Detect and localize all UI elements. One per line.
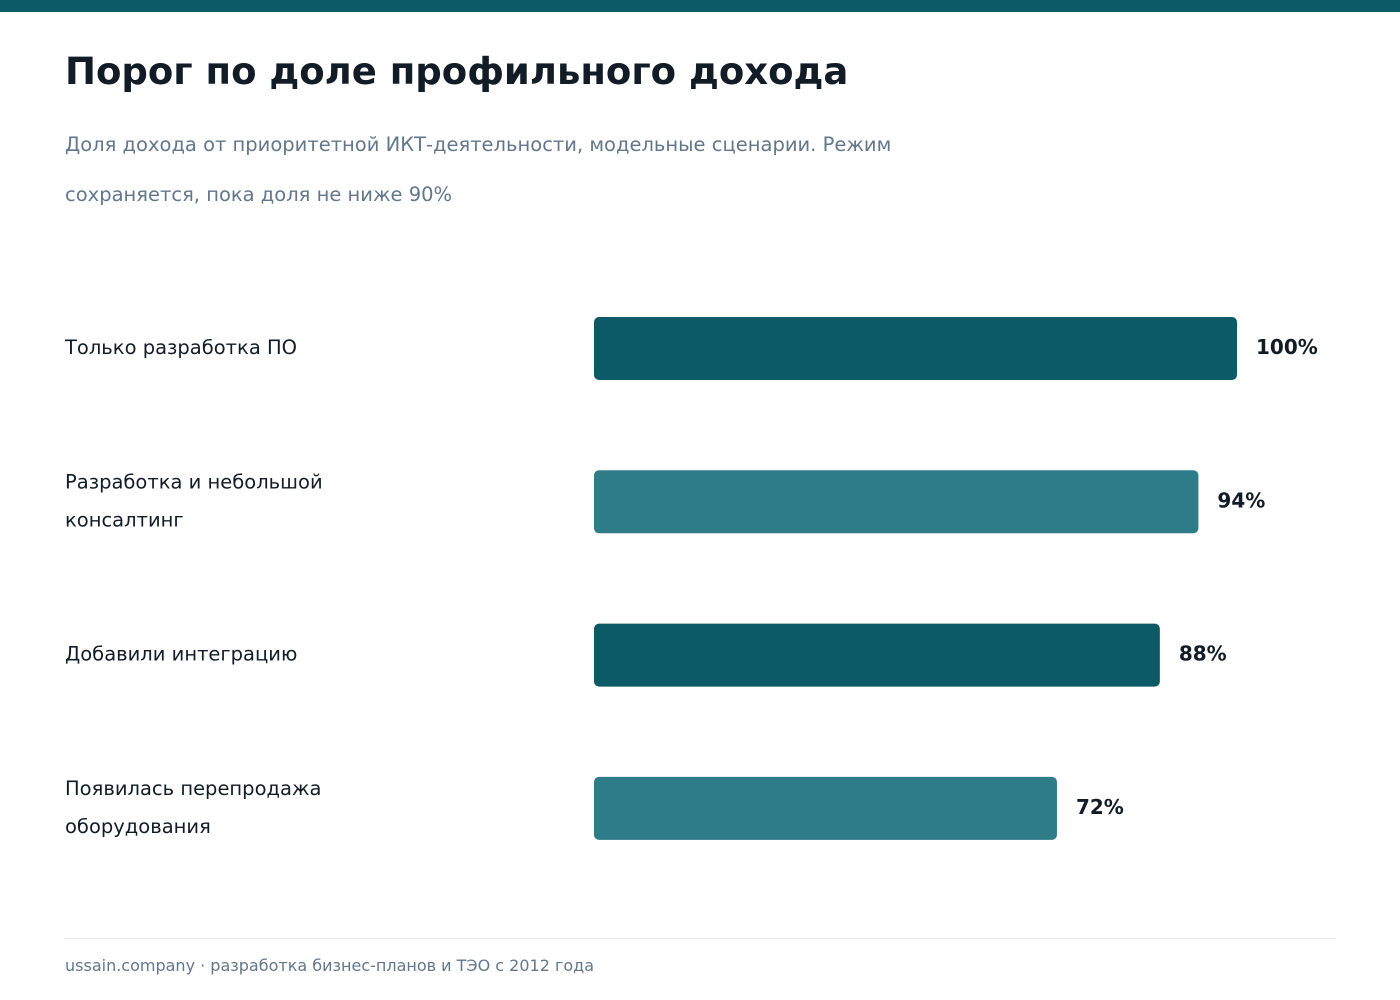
bar bbox=[594, 776, 1057, 840]
category-label-line: консалтинг bbox=[65, 508, 184, 531]
category-label: Появилась перепродажа оборудования bbox=[65, 777, 321, 838]
footer-text: ussain.company · разработка бизнес-плано… bbox=[65, 956, 595, 975]
category-label: Только разработка ПО bbox=[64, 336, 297, 359]
category-label-line: Появилась перепродажа bbox=[65, 777, 321, 800]
bar bbox=[594, 317, 1237, 380]
footer-divider bbox=[65, 938, 1336, 939]
top-accent-bar bbox=[0, 0, 1400, 12]
category-label-line: оборудования bbox=[65, 815, 211, 838]
category-label-line: Только разработка ПО bbox=[64, 336, 297, 359]
category-label: Добавили интеграцию bbox=[65, 643, 297, 666]
value-label: 100% bbox=[1256, 335, 1318, 359]
value-label: 72% bbox=[1076, 795, 1124, 819]
category-label-line: Добавили интеграцию bbox=[65, 643, 297, 666]
value-label: 88% bbox=[1179, 642, 1227, 666]
bar bbox=[594, 470, 1199, 534]
bar bbox=[594, 623, 1160, 687]
category-label-line: Разработка и небольшой bbox=[65, 470, 323, 493]
category-label: Разработка и небольшой консалтинг bbox=[65, 470, 323, 531]
chart-title: Порог по доле профильного дохода bbox=[65, 50, 849, 93]
value-label: 94% bbox=[1217, 488, 1265, 512]
chart-subtitle: Доля дохода от приоритетной ИКТ-деятельн… bbox=[65, 133, 892, 206]
